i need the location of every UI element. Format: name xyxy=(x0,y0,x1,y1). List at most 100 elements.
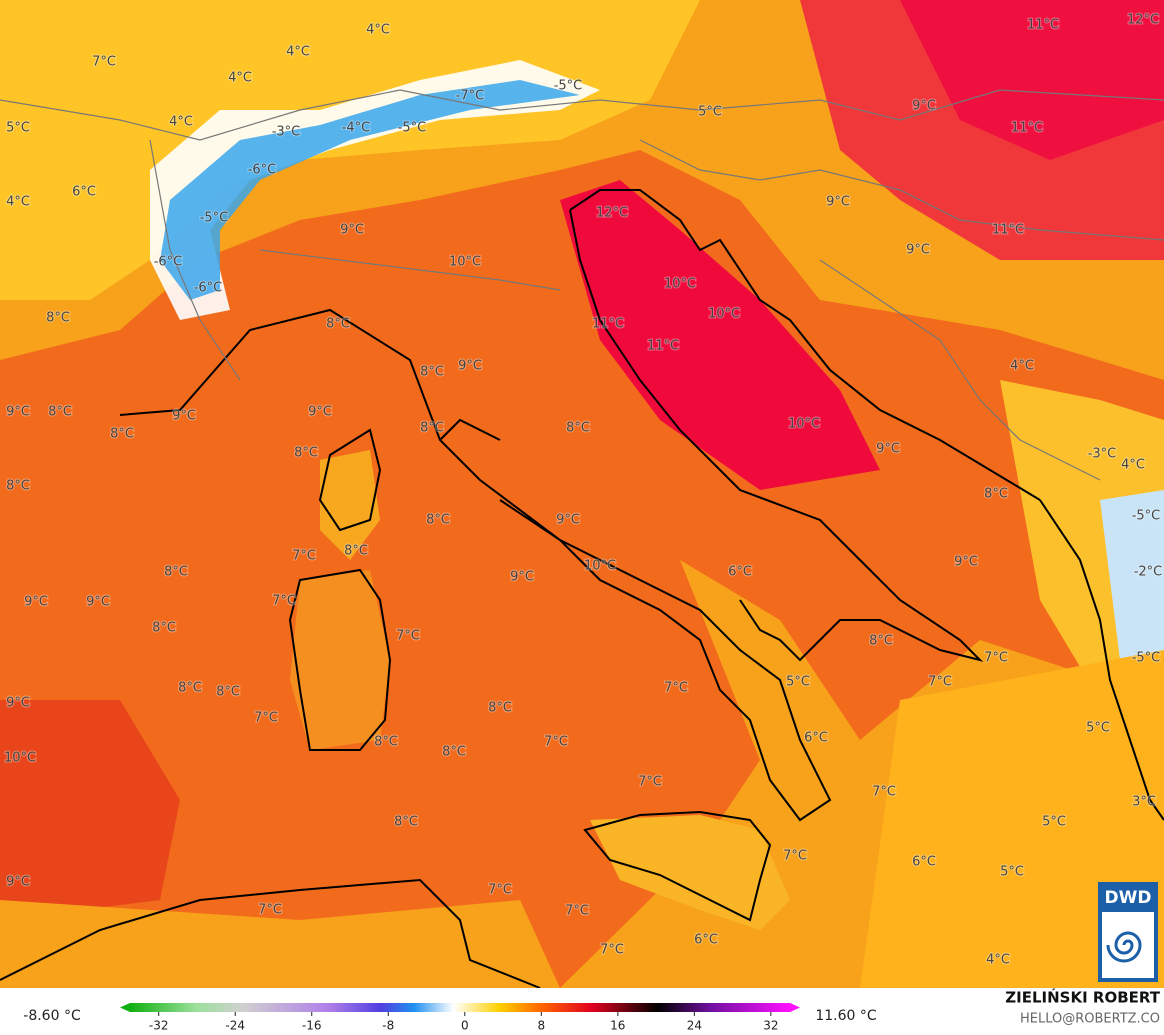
temperature-label: 5°C xyxy=(786,675,810,690)
temperature-label: 10°C xyxy=(584,559,616,574)
temperature-label: 8°C xyxy=(442,745,466,760)
temperature-label: 11°C xyxy=(647,339,679,354)
temperature-label: 8°C xyxy=(426,513,450,528)
temperature-label: 8°C xyxy=(164,565,188,580)
temperature-label: 4°C xyxy=(986,953,1010,968)
temperature-label: 6°C xyxy=(912,855,936,870)
temperature-label: 9°C xyxy=(308,405,332,420)
temperature-label: 7°C xyxy=(92,55,116,70)
temperature-label: 9°C xyxy=(912,99,936,114)
temperature-label: -2°C xyxy=(1134,565,1163,580)
temperature-label: 7°C xyxy=(565,904,589,919)
colorbar-tick-label: 24 xyxy=(687,1019,702,1033)
colorbar-tick-label: -24 xyxy=(225,1019,245,1033)
temperature-label: 10°C xyxy=(4,751,36,766)
temperature-label: 12°C xyxy=(596,206,628,221)
temperature-label: 8°C xyxy=(178,681,202,696)
credit-name: ZIELIŃSKI ROBERT xyxy=(1005,988,1160,1007)
temperature-label: 4°C xyxy=(228,71,252,86)
temperature-label: 7°C xyxy=(254,711,278,726)
temperature-label: 8°C xyxy=(46,311,70,326)
temperature-label: 8°C xyxy=(394,815,418,830)
temperature-label: 7°C xyxy=(783,849,807,864)
temperature-label: 9°C xyxy=(6,405,30,420)
temperature-label: 9°C xyxy=(510,570,534,585)
colorbar-tick-label: 32 xyxy=(763,1019,778,1033)
temperature-label: 8°C xyxy=(326,317,350,332)
temperature-label: -3°C xyxy=(1088,447,1117,462)
temperature-label: -5°C xyxy=(200,211,229,226)
temperature-label: 8°C xyxy=(48,405,72,420)
colorbar-arrow-high xyxy=(790,1003,800,1012)
temperature-label: 9°C xyxy=(6,696,30,711)
colorbar-tick-label: -32 xyxy=(149,1019,169,1033)
temperature-label: 9°C xyxy=(826,195,850,210)
temperature-label: -6°C xyxy=(248,163,277,178)
temperature-label: -7°C xyxy=(456,89,485,104)
temperature-label: 11°C xyxy=(1011,121,1043,136)
temperature-label: -4°C xyxy=(342,121,371,136)
temperature-label: 8°C xyxy=(344,544,368,559)
colorbar-tick-label: 8 xyxy=(537,1019,545,1033)
temperature-label: 9°C xyxy=(458,359,482,374)
temperature-label: -5°C xyxy=(398,121,427,136)
temperature-label: 8°C xyxy=(374,735,398,750)
temperature-label: 10°C xyxy=(449,255,481,270)
temperature-label: 7°C xyxy=(396,629,420,644)
temperature-label: 10°C xyxy=(788,417,820,432)
temperature-label: 7°C xyxy=(664,681,688,696)
temperature-label: 5°C xyxy=(698,105,722,120)
temperature-label: 5°C xyxy=(6,121,30,136)
temperature-label: 9°C xyxy=(24,595,48,610)
colorbar-tick-label: -8 xyxy=(382,1019,394,1033)
temperature-label: 9°C xyxy=(906,243,930,258)
temperature-label: 12°C xyxy=(1127,13,1159,28)
temperature-label: 9°C xyxy=(6,875,30,890)
colorbar-tick-label: 16 xyxy=(610,1019,625,1033)
temperature-label: 4°C xyxy=(6,195,30,210)
colorbar-tick-label: -16 xyxy=(302,1019,322,1033)
map-background xyxy=(0,0,1164,988)
temperature-label: 7°C xyxy=(984,651,1008,666)
logo-text: DWD xyxy=(1105,888,1152,908)
temperature-label: 10°C xyxy=(708,307,740,322)
temperature-label: -3°C xyxy=(272,125,301,140)
temperature-label: 4°C xyxy=(286,45,310,60)
temperature-label: 5°C xyxy=(1000,865,1024,880)
colorbar-arrow-low xyxy=(120,1003,130,1012)
temperature-label: 8°C xyxy=(152,621,176,636)
temperature-label: -5°C xyxy=(1132,651,1161,666)
temperature-label: 4°C xyxy=(1010,359,1034,374)
temperature-label: 7°C xyxy=(544,735,568,750)
temperature-label: 8°C xyxy=(110,427,134,442)
credit-email: HELLO@ROBERTZ.CO xyxy=(1020,1012,1160,1027)
temperature-label: 3°C xyxy=(1132,795,1156,810)
temperature-label: 11°C xyxy=(1027,18,1059,33)
borders xyxy=(0,89,1164,481)
temperature-label: 9°C xyxy=(86,595,110,610)
temperature-label: 10°C xyxy=(664,277,696,292)
temperature-label: 8°C xyxy=(488,701,512,716)
temperature-label: 9°C xyxy=(172,409,196,424)
temperature-label: 9°C xyxy=(340,223,364,238)
dwd-logo: DWD xyxy=(1098,882,1158,982)
logo-inner xyxy=(1102,912,1154,978)
temperature-label: 11°C xyxy=(992,223,1024,238)
temperature-label: 7°C xyxy=(928,675,952,690)
temperature-label: 8°C xyxy=(420,421,444,436)
temperature-label: 7°C xyxy=(872,785,896,800)
colorbar-tick-label: 0 xyxy=(461,1019,469,1033)
temperature-label: 4°C xyxy=(169,115,193,130)
temperature-labels: 4°C 4°C 7°C 4°C -5°C -7°C 5°C 11°C 12°C 9°C 11°C 5°… xyxy=(3,12,1163,969)
temperature-label: 5°C xyxy=(1042,815,1066,830)
temperature-label: -6°C xyxy=(154,255,183,270)
temperature-label: 8°C xyxy=(216,685,240,700)
min-label: -8.60 °C xyxy=(23,1008,81,1024)
temperature-label: 6°C xyxy=(728,565,752,580)
temperature-label: 8°C xyxy=(869,634,893,649)
temperature-label: 8°C xyxy=(566,421,590,436)
temperature-label: -5°C xyxy=(554,79,583,94)
colorbar-bar xyxy=(130,1003,790,1012)
temperature-label: -6°C xyxy=(194,281,223,296)
